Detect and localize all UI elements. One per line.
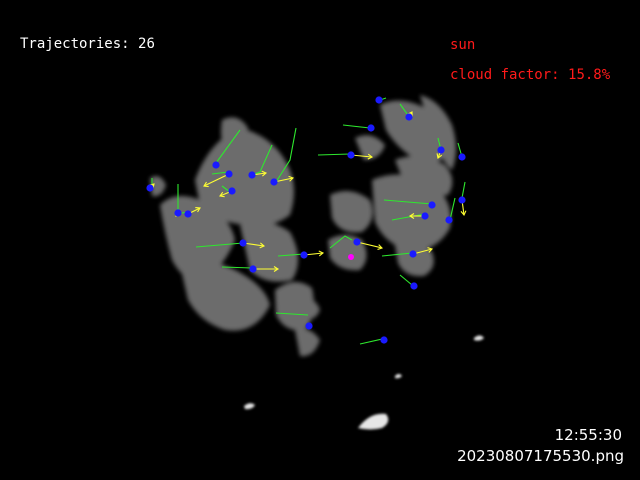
arrow-head-icon (436, 153, 443, 159)
tracked-points (146, 96, 466, 344)
tracked-point-icon (405, 113, 413, 121)
tracked-point-icon (305, 322, 313, 330)
tracked-point-icon (367, 124, 375, 132)
tracked-point-icon (239, 239, 247, 247)
arrow-head-icon (288, 175, 295, 182)
tracked-point-icon (375, 96, 383, 104)
tracked-point-icon (380, 336, 388, 344)
tracked-point-icon (437, 146, 445, 154)
cloud-factor-label: cloud factor: (450, 67, 560, 83)
tracked-point-icon (428, 201, 436, 209)
tracked-point-icon (174, 209, 182, 217)
trajectory-label: Trajectories: (20, 36, 130, 52)
cloud-factor-value: 15.8% (568, 67, 611, 83)
arrow-head-icon (318, 250, 325, 257)
tracked-point-icon (458, 153, 466, 161)
tracked-point-icon (212, 161, 220, 169)
arrow-head-icon (259, 242, 266, 249)
tracked-point-icon (458, 196, 466, 204)
cloud-factor: cloud factor: 15.8% (450, 67, 610, 83)
trajectory-trail (381, 252, 413, 257)
trajectory-trail (383, 199, 433, 205)
tracked-point-icon (445, 216, 453, 224)
tracked-point-icon (249, 265, 257, 273)
trajectory-trail (277, 253, 305, 257)
tracked-point-icon (409, 250, 417, 258)
trajectory-trail (211, 171, 229, 175)
arrow-head-icon (408, 213, 415, 219)
trajectory-count: Trajectories: 26 (20, 36, 155, 52)
trajectory-trail (359, 338, 383, 345)
trajectory-trail (449, 197, 456, 221)
tracked-point-icon (347, 151, 355, 159)
motion-arrow-icon (356, 241, 383, 249)
tracked-point-icon (248, 171, 256, 179)
trajectory-trail (461, 181, 466, 199)
arrow-head-icon (460, 210, 467, 217)
image-filename: 20230807175530.png (457, 447, 624, 465)
trajectory-trail (195, 242, 244, 248)
trajectory-trail (391, 213, 426, 221)
tracked-point-icon (228, 187, 236, 195)
trajectory-trail (215, 129, 241, 164)
tracked-point-icon (270, 178, 278, 186)
trajectory-trail (317, 153, 351, 156)
arrow-head-icon (367, 153, 374, 160)
bright-cloud-patches (244, 335, 484, 430)
trajectory-trail (275, 127, 297, 183)
trajectory-trail (329, 235, 353, 249)
sun-marker-icon (348, 254, 354, 260)
motion-arrow-icon (203, 173, 230, 187)
tracked-point-icon (225, 170, 233, 178)
tracked-point-icon (146, 184, 154, 192)
trajectory-trail (399, 274, 413, 286)
tracked-point-icon (300, 251, 308, 259)
arrow-head-icon (219, 191, 225, 198)
trajectory-trail (275, 312, 309, 316)
arrow-head-icon (203, 181, 209, 188)
timestamp: 12:55:30 (554, 426, 622, 444)
trajectory-trail (221, 266, 253, 269)
trajectory-trail (342, 124, 371, 129)
tracked-point-icon (184, 210, 192, 218)
tracked-point-icon (410, 282, 418, 290)
arrow-head-icon (377, 244, 384, 251)
arrow-head-icon (427, 247, 434, 253)
tracked-point-icon (353, 238, 361, 246)
trajectory-value: 26 (138, 36, 155, 52)
arrow-head-icon (195, 207, 201, 213)
cloud-mask (150, 95, 456, 357)
arrow-head-icon (273, 266, 280, 272)
tracked-point-icon (421, 212, 429, 220)
arrow-head-icon (261, 170, 268, 177)
sun-label: sun (450, 37, 476, 53)
